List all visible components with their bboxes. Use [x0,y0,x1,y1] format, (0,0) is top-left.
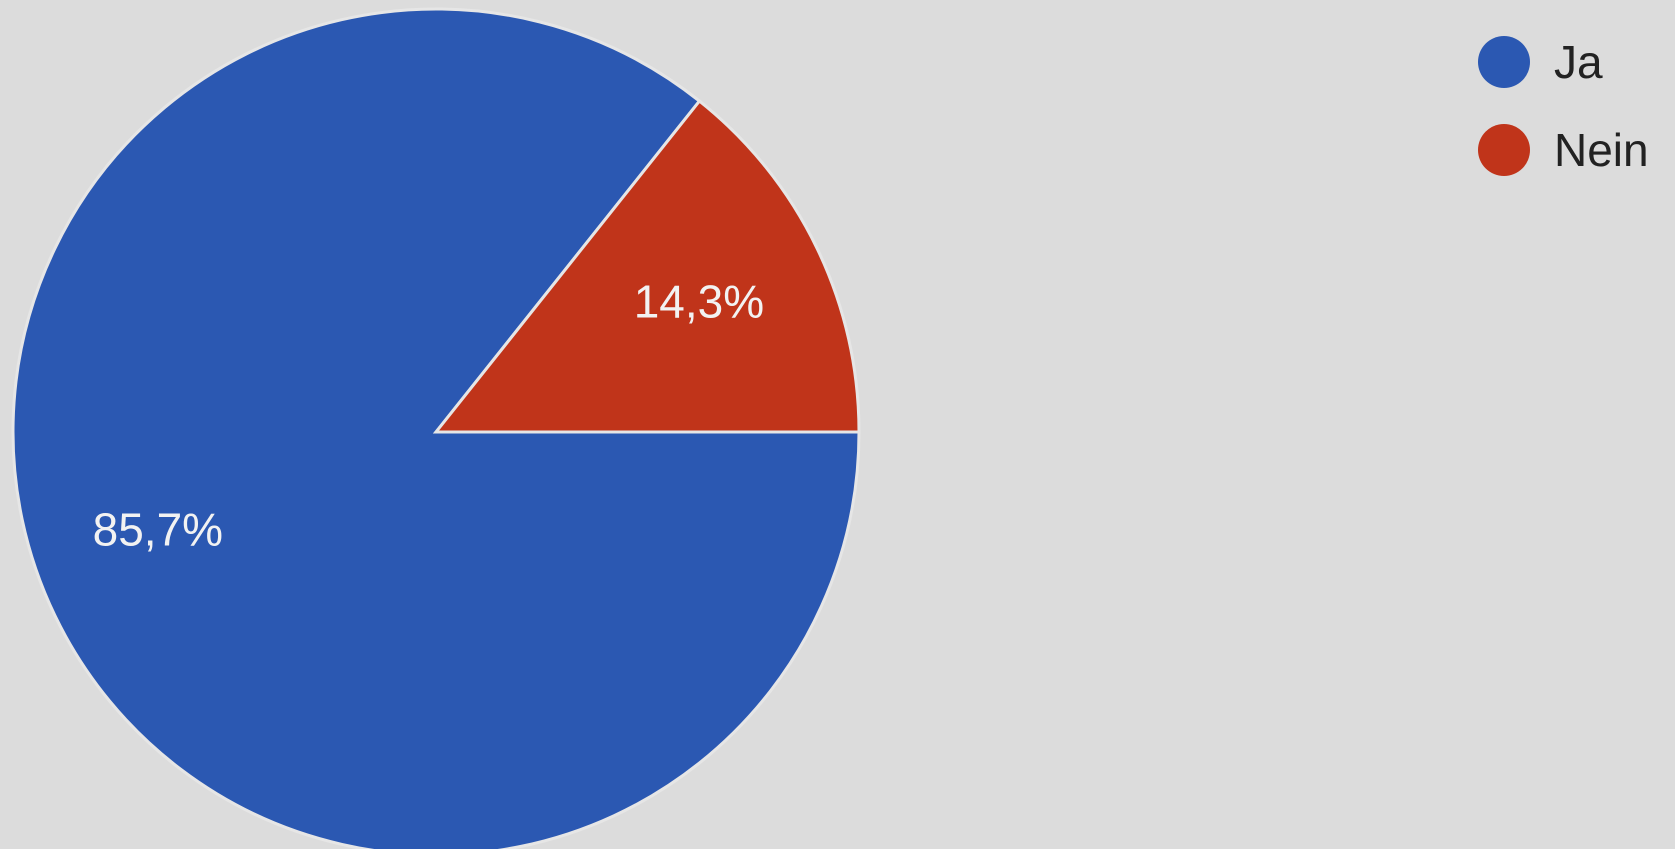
data-label-nein: 14,3% [634,275,764,327]
legend-swatch-nein [1478,124,1530,176]
pie-slice-nein [432,98,861,434]
pie-slice-ja [11,7,861,849]
data-label-ja: 85,7% [93,504,223,556]
legend: Ja Nein [1478,18,1649,194]
legend-item-ja: Ja [1478,18,1649,106]
legend-item-nein: Nein [1478,106,1649,194]
legend-label-ja: Ja [1554,36,1603,88]
legend-swatch-ja [1478,36,1530,88]
legend-label-nein: Nein [1554,124,1649,176]
